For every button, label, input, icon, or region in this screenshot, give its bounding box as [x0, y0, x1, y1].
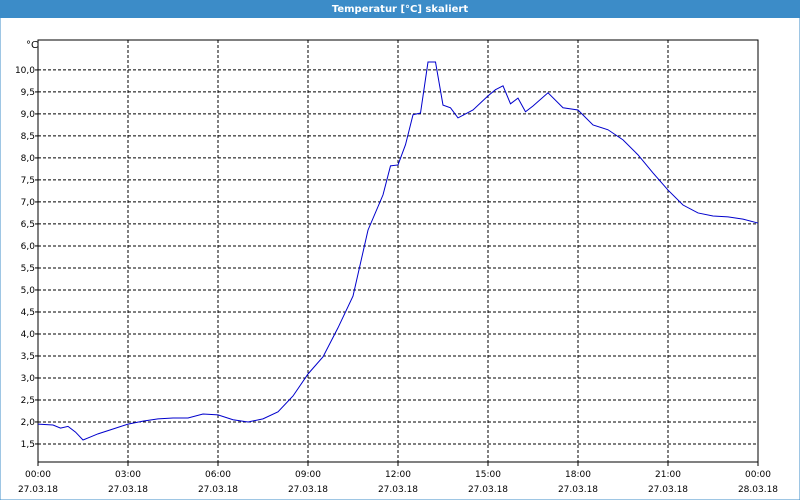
- y-tick-label: 9,0: [21, 110, 36, 120]
- y-tick-label: 6,0: [21, 242, 36, 252]
- y-tick-label: 3,0: [21, 374, 36, 384]
- x-tick-label: 00:00: [25, 470, 51, 480]
- y-tick-label: 3,5: [21, 352, 35, 362]
- y-tick-label: 2,5: [21, 396, 35, 406]
- x-tick-label: 27.03.18: [378, 485, 418, 495]
- x-tick-label: 28.03.18: [738, 485, 778, 495]
- y-tick-label: 5,5: [21, 264, 35, 274]
- x-tick-label: 27.03.18: [468, 485, 508, 495]
- x-tick-label: 03:00: [115, 470, 141, 480]
- y-tick-label: 5,0: [21, 286, 36, 296]
- y-tick-label: 8,0: [21, 154, 36, 164]
- x-tick-label: 18:00: [565, 470, 591, 480]
- y-tick-label: 7,0: [21, 198, 36, 208]
- x-tick-label: 06:00: [205, 470, 231, 480]
- x-tick-label: 27.03.18: [288, 485, 328, 495]
- y-tick-label: 9,5: [21, 88, 35, 98]
- y-tick-label: 6,5: [21, 220, 35, 230]
- x-tick-label: 27.03.18: [198, 485, 238, 495]
- title-bar: [0, 0, 800, 18]
- data-line: [37, 61, 759, 441]
- x-tick-label: 09:00: [295, 470, 321, 480]
- y-tick-label: 4,5: [21, 308, 35, 318]
- x-tick-label: 27.03.18: [18, 485, 58, 495]
- y-tick-label: 8,5: [21, 132, 35, 142]
- y-axis-label: °C: [26, 40, 38, 51]
- y-tick-label: 1,5: [21, 440, 35, 450]
- y-tick-label: 4,0: [21, 330, 36, 340]
- x-tick-label: 27.03.18: [558, 485, 598, 495]
- x-tick-label: 00:00: [745, 470, 771, 480]
- x-tick-label: 21:00: [655, 470, 681, 480]
- chart-title: Temperatur [°C] skaliert: [332, 4, 469, 15]
- y-tick-label: 2,0: [21, 418, 36, 428]
- y-tick-label: 10,0: [15, 66, 35, 76]
- x-tick-label: 27.03.18: [108, 485, 148, 495]
- x-tick-label: 12:00: [385, 470, 411, 480]
- x-tick-label: 15:00: [475, 470, 501, 480]
- x-tick-label: 27.03.18: [648, 485, 688, 495]
- y-tick-label: 7,5: [21, 176, 35, 186]
